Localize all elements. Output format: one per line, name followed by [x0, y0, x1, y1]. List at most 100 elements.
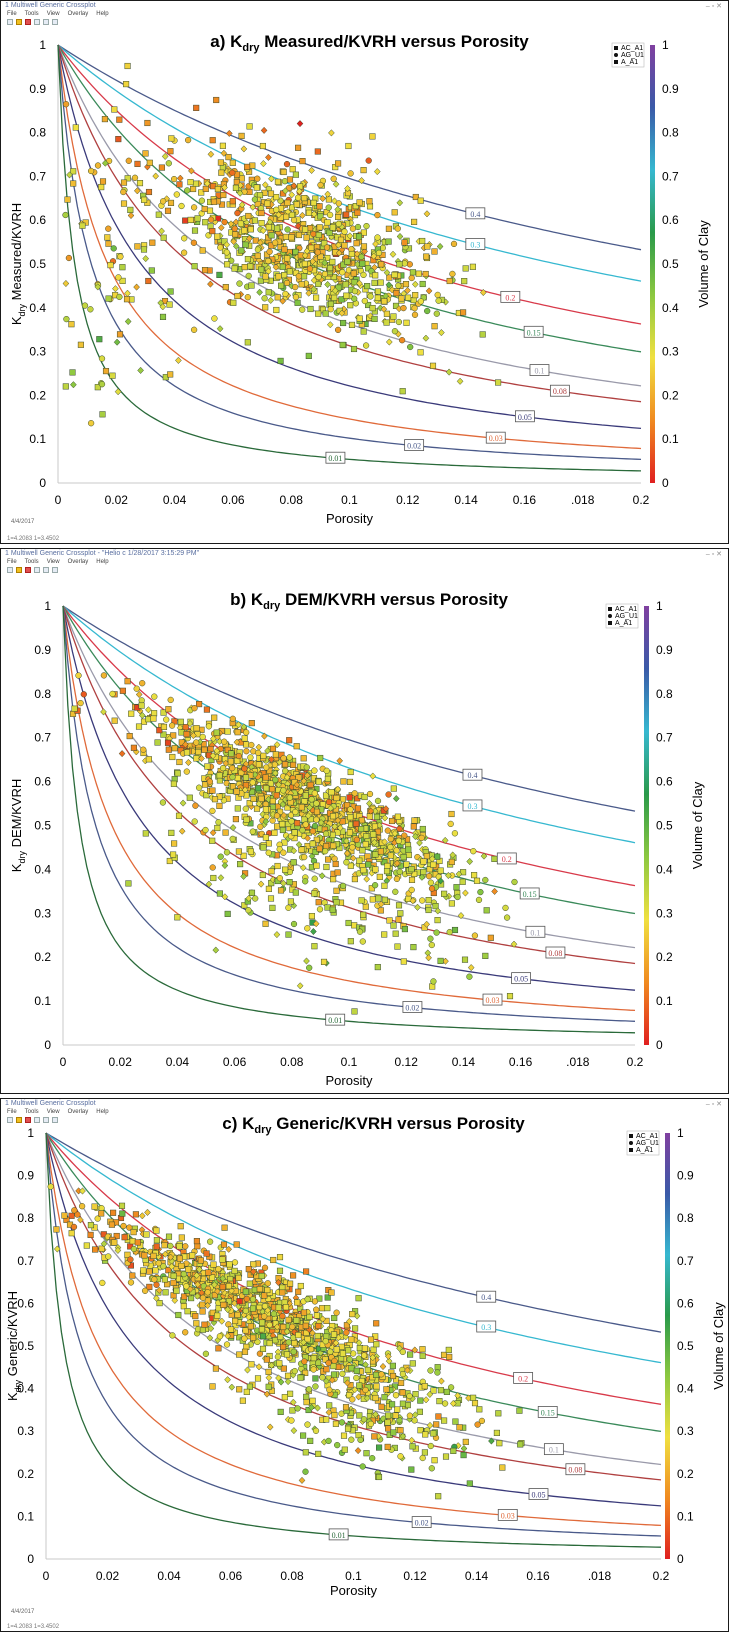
data-point [69, 369, 76, 376]
menu-view[interactable]: View [46, 559, 60, 565]
data-point [310, 210, 318, 218]
menu-tools[interactable]: Tools [24, 1109, 39, 1115]
colorbar-tick-label: 0.3 [656, 906, 673, 920]
data-point [411, 218, 418, 225]
menu-file[interactable]: File [7, 1109, 17, 1115]
data-point [282, 290, 289, 298]
data-point [390, 1429, 397, 1436]
data-point [260, 844, 267, 851]
toolbar-delete-icon[interactable] [25, 567, 31, 573]
data-point [307, 1437, 314, 1444]
menu-tools[interactable]: Tools [24, 559, 39, 565]
date-footnote: 4/4/2017 [11, 519, 35, 525]
y-tick-label: 0.9 [34, 643, 51, 657]
data-point [347, 814, 354, 821]
colorbar-tick-label: 0.6 [656, 775, 673, 789]
legend-entry: AG_U1 [636, 1140, 659, 1147]
data-point [127, 1279, 135, 1286]
data-point [310, 1366, 317, 1373]
data-point [241, 735, 248, 742]
toolbar-zoom-icon[interactable] [34, 1117, 40, 1123]
data-point [290, 1427, 298, 1435]
menu-overlay[interactable]: Overlay [67, 1109, 89, 1115]
data-point [449, 270, 456, 278]
data-point [110, 245, 117, 252]
curve-label-box [537, 1406, 558, 1418]
data-point [218, 169, 225, 176]
toolbar-delete-icon[interactable] [25, 1117, 31, 1123]
toolbar[interactable] [7, 1117, 58, 1125]
data-point [330, 1363, 337, 1370]
curve-label: 0.03 [489, 434, 503, 443]
toolbar-open-icon[interactable] [7, 19, 13, 25]
data-point [317, 819, 325, 827]
menu-bar[interactable]: File Tools View Overlay Help [7, 11, 117, 19]
menu-file[interactable]: File [7, 11, 17, 17]
window-controls[interactable]: – ▫ ✕ [705, 3, 722, 10]
menu-help[interactable]: Help [96, 11, 109, 17]
data-point [250, 795, 257, 802]
data-point [351, 790, 358, 797]
data-point [369, 772, 377, 780]
data-point [360, 1416, 368, 1423]
menu-view[interactable]: View [46, 1109, 60, 1115]
toolbar-edit-icon[interactable] [16, 567, 22, 573]
toolbar-open-icon[interactable] [7, 567, 13, 573]
toolbar[interactable] [7, 19, 58, 27]
toolbar-edit-icon[interactable] [16, 19, 22, 25]
data-point [292, 171, 299, 178]
data-point [161, 1276, 168, 1283]
data-point [292, 283, 299, 291]
data-point [153, 1281, 160, 1288]
data-point [137, 366, 144, 374]
menu-view[interactable]: View [46, 11, 60, 17]
data-point [263, 1356, 270, 1363]
toolbar-chart-icon[interactable] [43, 1117, 49, 1123]
data-point [395, 916, 402, 923]
data-point [310, 199, 317, 206]
data-point [478, 1417, 486, 1425]
menu-help[interactable]: Help [96, 559, 109, 565]
menu-bar[interactable]: File Tools View Overlay Help [7, 1109, 117, 1117]
toolbar-edit-icon[interactable] [16, 1117, 22, 1123]
toolbar-delete-icon[interactable] [25, 19, 31, 25]
data-point [134, 160, 141, 167]
data-point [225, 154, 232, 161]
data-point [346, 1356, 353, 1363]
data-point [276, 1360, 283, 1367]
data-point [299, 827, 306, 834]
toolbar-open-icon[interactable] [7, 1117, 13, 1123]
data-point [214, 186, 221, 193]
menu-help[interactable]: Help [96, 1109, 109, 1115]
curve-label: 0.2 [505, 293, 515, 302]
toolbar-chart-icon[interactable] [43, 19, 49, 25]
data-point [347, 862, 354, 869]
data-point [408, 876, 416, 883]
toolbar-zoom-icon[interactable] [34, 19, 40, 25]
toolbar-chart-icon[interactable] [43, 567, 49, 573]
toolbar-export-icon[interactable] [52, 567, 58, 573]
x-tick-label: 0.08 [280, 1569, 304, 1583]
toolbar-zoom-icon[interactable] [34, 567, 40, 573]
curve-label: 0.15 [541, 1408, 555, 1417]
menu-file[interactable]: File [7, 559, 17, 565]
data-point [374, 234, 381, 241]
data-point [419, 1454, 426, 1462]
window-controls[interactable]: – ▫ ✕ [705, 551, 722, 558]
data-point [201, 746, 208, 753]
data-point [164, 207, 172, 214]
toolbar-export-icon[interactable] [52, 1117, 58, 1123]
window-controls[interactable]: – ▫ ✕ [705, 1101, 722, 1108]
data-point [271, 761, 278, 768]
menu-bar[interactable]: File Tools View Overlay Help [7, 559, 117, 567]
data-point [255, 1363, 263, 1371]
toolbar-export-icon[interactable] [52, 19, 58, 25]
data-point [361, 247, 368, 255]
data-point [198, 189, 205, 196]
scatter-points [69, 672, 518, 1015]
data-point [333, 1309, 340, 1316]
toolbar[interactable] [7, 567, 58, 575]
menu-overlay[interactable]: Overlay [67, 11, 89, 17]
menu-tools[interactable]: Tools [24, 11, 39, 17]
menu-overlay[interactable]: Overlay [67, 559, 89, 565]
